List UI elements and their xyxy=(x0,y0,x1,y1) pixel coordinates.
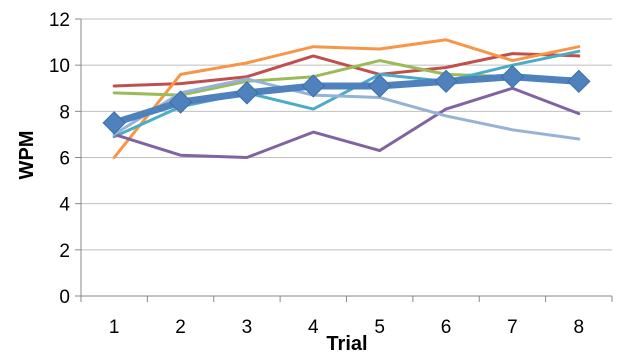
series-line-4 xyxy=(112,49,581,139)
x-tick-label: 6 xyxy=(441,317,452,338)
diamond-marker xyxy=(367,74,392,98)
x-tick-label: 5 xyxy=(374,317,385,338)
diamond-marker xyxy=(168,90,193,114)
diamond-marker xyxy=(567,69,591,94)
diamond-marker xyxy=(500,65,525,89)
x-tick-label: 8 xyxy=(574,317,585,338)
x-tick-label: 2 xyxy=(175,317,186,338)
y-tick-label: 12 xyxy=(49,10,70,31)
diamond-marker xyxy=(301,74,326,98)
x-axis-title: Trial xyxy=(326,333,367,355)
y-tick-label: 4 xyxy=(59,195,70,216)
diamond-marker xyxy=(102,111,126,135)
x-tick-labels: 1 2 3 4 5 6 7 8 xyxy=(109,317,584,338)
y-tick-label: 0 xyxy=(59,287,70,308)
x-tick-label: 7 xyxy=(507,317,518,338)
series-line-5 xyxy=(112,86,581,159)
diamond-marker xyxy=(235,81,259,105)
y-tick-label: 10 xyxy=(49,56,70,77)
x-tick-label: 4 xyxy=(308,317,319,338)
axes xyxy=(75,18,613,302)
series-line-average xyxy=(110,73,583,127)
series-line-6 xyxy=(112,77,581,141)
x-tick-label: 1 xyxy=(109,317,120,338)
series-markers xyxy=(102,65,591,135)
diamond-marker xyxy=(434,69,458,94)
series-line-2 xyxy=(112,38,581,159)
x-tick-label: 3 xyxy=(242,317,253,338)
y-tick-label: 2 xyxy=(59,241,70,262)
y-tick-labels: 0 2 4 6 8 10 12 xyxy=(49,10,71,308)
y-tick-label: 6 xyxy=(59,149,70,170)
y-tick-label: 8 xyxy=(59,102,70,123)
y-axis-title: WPM xyxy=(16,131,38,180)
